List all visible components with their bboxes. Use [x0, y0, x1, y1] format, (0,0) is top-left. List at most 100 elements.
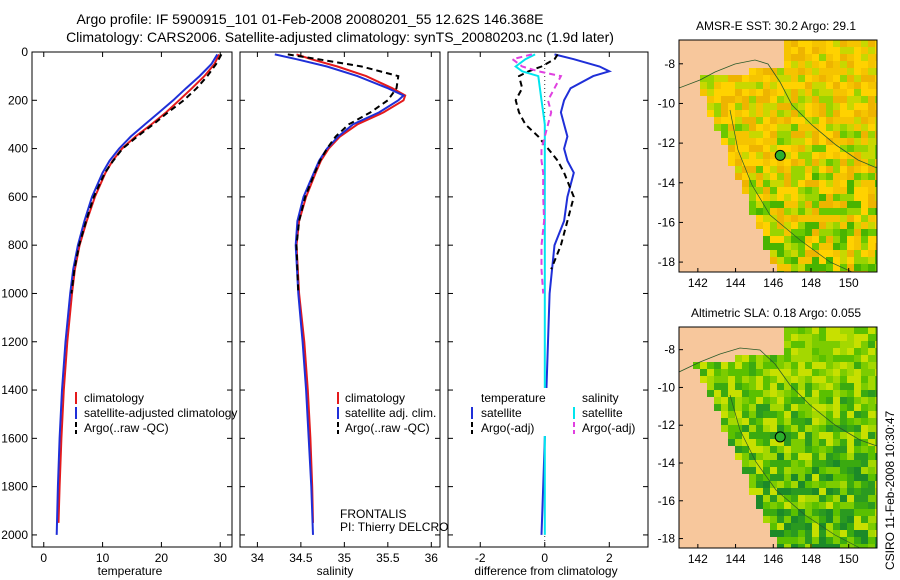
map-cell [735, 138, 742, 145]
map-cell [777, 208, 784, 215]
map-cell [805, 215, 812, 222]
map-cell [854, 54, 861, 61]
map-cell [826, 481, 833, 488]
map-cell [875, 208, 877, 215]
map-cell [735, 390, 742, 397]
map-cell [861, 460, 868, 467]
series-line-0 [295, 53, 407, 523]
map-cell [875, 145, 877, 152]
map-cell [826, 348, 833, 355]
map-cell [777, 229, 784, 236]
map-cell [777, 439, 784, 446]
map-cell [784, 544, 791, 548]
map-cell [847, 530, 854, 537]
map-cell [749, 159, 756, 166]
map-cell [854, 208, 861, 215]
map-cell [812, 369, 819, 376]
map-cell [714, 75, 721, 82]
map-cell [777, 516, 784, 523]
map-cell [819, 355, 826, 362]
map-cell [840, 369, 847, 376]
map-cell [742, 376, 749, 383]
map-cell [805, 509, 812, 516]
map-cell [777, 103, 784, 110]
map-cell [826, 215, 833, 222]
map-cell [791, 131, 798, 138]
map-cell [756, 152, 763, 159]
map-cell [756, 467, 763, 474]
map-cell [819, 334, 826, 341]
series-line-1 [514, 53, 575, 270]
map-cell [721, 362, 728, 369]
map-cell [714, 96, 721, 103]
map-cell [826, 516, 833, 523]
map-cell [707, 390, 714, 397]
map-cell [798, 68, 805, 75]
map-cell [756, 460, 763, 467]
map-cell [749, 103, 756, 110]
map-cell [791, 257, 798, 264]
map-cell [868, 362, 875, 369]
map-cell [749, 201, 756, 208]
map-cell [812, 411, 819, 418]
map-cell [763, 243, 770, 250]
map-cell [833, 439, 840, 446]
map-cell [826, 68, 833, 75]
map-cell [812, 418, 819, 425]
map-cell [847, 166, 854, 173]
map-cell [868, 96, 875, 103]
map-cell [728, 138, 735, 145]
map-cell [777, 96, 784, 103]
map-cell [742, 460, 749, 467]
map-cell [791, 488, 798, 495]
y-tick-label: -14 [658, 176, 676, 190]
map-cell [861, 453, 868, 460]
map-cell [805, 334, 812, 341]
map-cell [826, 75, 833, 82]
map-cell [840, 159, 847, 166]
map-cell [770, 467, 777, 474]
map-cell [854, 390, 861, 397]
map-cell [826, 236, 833, 243]
map-cell [735, 159, 742, 166]
map-cell [763, 236, 770, 243]
coastline [679, 59, 877, 272]
map-cell [826, 327, 833, 334]
map-cell [847, 453, 854, 460]
map-cell [840, 54, 847, 61]
map-cell [861, 180, 868, 187]
map-cell [798, 103, 805, 110]
x-tick-label: -2 [475, 551, 486, 565]
map-cell [805, 376, 812, 383]
map-cell [847, 103, 854, 110]
map-cell [791, 89, 798, 96]
map-cell [861, 131, 868, 138]
map-cell [854, 467, 861, 474]
map-cell [798, 425, 805, 432]
map-cell [868, 89, 875, 96]
map-cell [749, 460, 756, 467]
map-cell [798, 481, 805, 488]
map-cell [819, 544, 826, 548]
map-cell [791, 523, 798, 530]
map-cell [875, 201, 877, 208]
map-cell [840, 47, 847, 54]
map-cell [805, 467, 812, 474]
map-cell [805, 425, 812, 432]
map-cell [798, 446, 805, 453]
map-cell [784, 446, 791, 453]
map-cell [784, 243, 791, 250]
map-cell [875, 446, 877, 453]
map-cell [798, 159, 805, 166]
map-cell [756, 180, 763, 187]
map-cell [833, 411, 840, 418]
map-cell [721, 117, 728, 124]
map-cell [833, 75, 840, 82]
map-cell [784, 439, 791, 446]
map-cell [847, 397, 854, 404]
x-tick-label: 146 [763, 276, 783, 290]
map-cell [770, 390, 777, 397]
map-cell [784, 425, 791, 432]
map-cell [868, 82, 875, 89]
map-cell [868, 327, 875, 334]
